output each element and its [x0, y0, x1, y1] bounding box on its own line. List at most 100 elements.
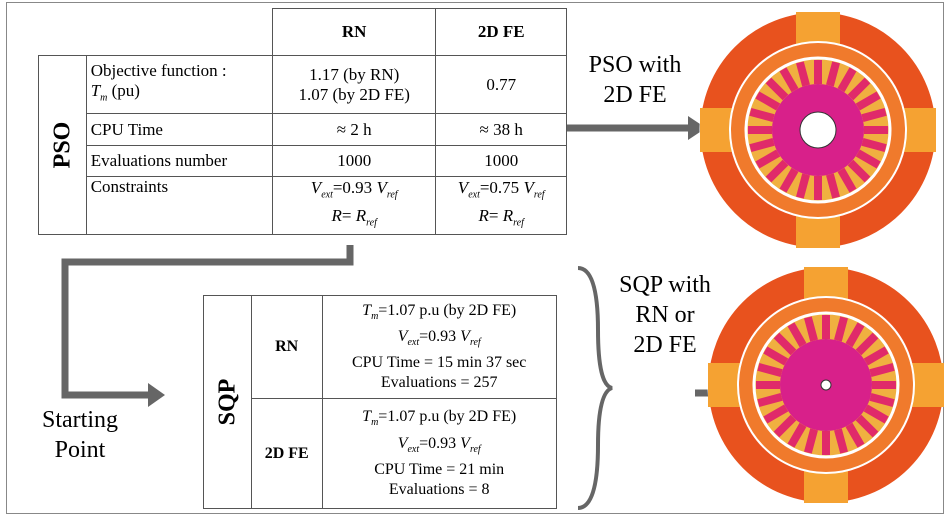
text-part: =0.75 [479, 178, 524, 198]
cell: Vext=0.93 Vref R= Rref [272, 176, 437, 235]
tooth [869, 363, 895, 377]
label-line: 2D FE [633, 332, 697, 358]
label-line: 2D FE [603, 82, 667, 108]
text-line: 0.77 [486, 74, 517, 94]
shaft [799, 111, 837, 149]
text-line: Tm (pu) [91, 81, 273, 108]
tooth [869, 393, 895, 407]
tooth [748, 126, 772, 134]
tooth [863, 346, 889, 366]
tooth [861, 138, 887, 152]
tooth [757, 393, 783, 407]
label-line: Starting [42, 407, 118, 433]
text-line: Vext=0.75 Vref [436, 178, 566, 205]
text-part: V [460, 434, 470, 452]
side-label: SQP [203, 295, 252, 509]
text-line: Objective function : [90, 60, 227, 80]
tooth [855, 414, 879, 438]
text-part: R [502, 205, 514, 225]
cell: ≈ 38 h [435, 113, 568, 146]
text-line: ≈ 2 h [336, 119, 372, 139]
text-part: V [460, 328, 470, 345]
brace [577, 266, 613, 510]
text-line: CPU Time [90, 119, 163, 139]
label-line: Point [54, 437, 106, 463]
tooth [845, 322, 865, 348]
tooth [822, 431, 830, 455]
text-part: T [90, 80, 101, 100]
header: RN [272, 8, 437, 56]
tooth [872, 381, 896, 389]
flow-arrow [61, 245, 354, 399]
tooth [804, 316, 818, 342]
text-line: 1000 [484, 151, 519, 170]
label-line: RN or [635, 302, 695, 328]
cell: 1000 [435, 145, 568, 177]
label-line: PSO with [588, 52, 682, 78]
tooth [779, 67, 799, 93]
text-part: ext [468, 189, 480, 201]
text-line: 1.17 (by RN) [309, 64, 400, 84]
tooth [787, 322, 807, 348]
tooth [749, 138, 775, 152]
text-part: =1.07 p.u (by 2D FE) [378, 301, 517, 319]
text-part: ref [533, 189, 545, 201]
frame [6, 2, 944, 514]
cell: ≈ 2 h [272, 113, 437, 146]
text-part: ref [513, 216, 524, 228]
text-part: ext [407, 337, 420, 349]
row: CPU Time ≈ 2 h ≈ 38 h [39, 113, 568, 146]
text-line: Constraints [90, 177, 169, 196]
tooth [763, 346, 789, 366]
tooth [765, 159, 789, 183]
tooth [796, 61, 810, 87]
text-part: V [523, 178, 534, 198]
text-line: ≈ 38 h [479, 119, 523, 139]
row: PSO Objective function : Tm (pu) 1.17 (by R… [38, 55, 568, 235]
text-part: =1.07 p.u (by 2D FE) [378, 408, 517, 426]
text-line: Vext=0.93 Vref [323, 327, 556, 353]
text-line: R= Rref [436, 206, 566, 233]
text-line: CPU Time = 21 min [374, 460, 505, 478]
tooth [847, 77, 871, 101]
cell: Objective function : Tm (pu) [85, 55, 274, 114]
text-part: m [371, 417, 379, 429]
text-part: (pu) [107, 80, 140, 100]
tooth [773, 414, 797, 438]
tooth [837, 167, 857, 193]
text-line: Tm=1.07 p.u (by 2D FE) [323, 301, 556, 327]
tooth [757, 363, 783, 377]
motor-image [699, 11, 937, 249]
row-label: RN [250, 295, 323, 399]
cell: Tm=1.07 p.u (by 2D FE) Vext=0.93 Vref CPU … [321, 398, 557, 509]
text-part: =0.93 [332, 178, 377, 198]
text-line: CPU Time = 15 min 37 sec [351, 354, 527, 372]
arrowhead [688, 116, 706, 140]
tooth [834, 316, 848, 342]
shaft [820, 379, 832, 391]
tooth [837, 67, 857, 93]
text-part: m [371, 311, 379, 322]
tooth [855, 149, 881, 169]
text-part: V [397, 328, 408, 345]
text-part: T [362, 301, 372, 319]
text-part: =0.93 [419, 328, 461, 345]
text-part: ext [321, 189, 333, 201]
cell: Evaluations number [85, 145, 274, 177]
cell: Tm=1.07 p.u (by 2D FE) Vext=0.93 Vref CPU … [321, 295, 557, 399]
text-line: Evaluations number [90, 151, 228, 170]
starting-point: Starting Point [20, 405, 140, 465]
text-part: ref [469, 443, 481, 455]
pso-table: RN 2D FE PSO Objective function : Tm (pu) 1… [38, 8, 568, 235]
cell: Vext=0.75 Vref R= Rref [435, 176, 568, 235]
tooth [814, 60, 822, 84]
tooth [756, 381, 780, 389]
arrowhead [148, 383, 165, 407]
text-part: = [341, 205, 356, 225]
tooth [755, 149, 781, 169]
text-line: 1000 [337, 151, 372, 170]
text-part: ref [386, 189, 398, 201]
label-line: SQP with [619, 272, 711, 298]
